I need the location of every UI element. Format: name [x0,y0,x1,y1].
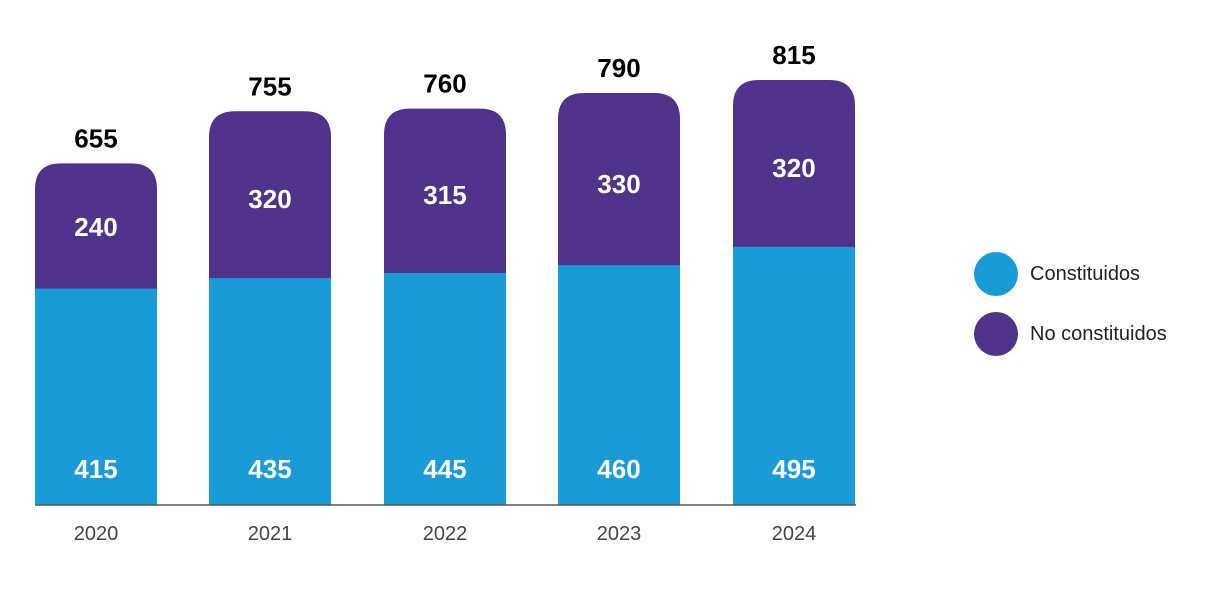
data-label-constituidos-2021: 435 [248,454,291,484]
bar-no-constituidos-2023 [558,93,680,268]
total-label-2021: 755 [248,71,291,101]
x-tick-labels: 2020 2021 2022 2023 2024 [74,523,817,545]
total-label-2024: 815 [772,40,815,70]
legend-item-constituidos: Constituidos [974,252,1167,296]
bar-constituidos-2021 [209,278,331,505]
bar-no-constituidos-2021 [209,111,331,281]
data-label-no-constituidos-2024: 320 [772,153,815,183]
bar-constituidos-2023 [558,265,680,505]
legend-item-no-constituidos: No constituidos [974,312,1167,356]
data-label-no-constituidos-2022: 315 [423,180,466,210]
bar-constituidos-2020 [35,288,157,505]
x-tick-label-2022: 2022 [423,523,468,545]
data-label-no-constituidos-2021: 320 [248,184,291,214]
total-label-2022: 760 [423,69,466,99]
bar-no-constituidos-2024 [733,79,855,249]
data-label-constituidos-2024: 495 [772,454,815,484]
data-label-constituidos-2023: 460 [597,454,640,484]
data-label-no-constituidos-2023: 330 [597,169,640,199]
x-tick-label-2024: 2024 [772,523,817,545]
bar-no-constituidos-2022 [384,108,506,275]
x-tick-label-2023: 2023 [597,523,642,545]
data-label-constituidos-2022: 445 [423,454,466,484]
labels-group: 415 240 655 435 320 755 445 315 760 460 330 790 495 3… [74,40,815,484]
data-label-no-constituidos-2020: 240 [74,212,117,242]
bars-group [35,79,855,506]
data-label-constituidos-2020: 415 [74,454,117,484]
legend-label-constituidos: Constituidos [1030,262,1141,285]
x-tick-label-2020: 2020 [74,523,119,545]
legend-swatch-no-constituidos [974,312,1018,356]
x-tick-label-2021: 2021 [248,523,293,545]
bar-no-constituidos-2020 [35,163,157,291]
total-label-2023: 790 [597,53,640,83]
bar-constituidos-2022 [384,272,506,505]
legend-swatch-constituidos [974,252,1018,296]
legend-label-no-constituidos: No constituidos [1030,322,1167,345]
bar-constituidos-2024 [733,246,855,506]
legend: Constituidos No constituidos [974,252,1167,372]
total-label-2020: 655 [74,123,117,153]
